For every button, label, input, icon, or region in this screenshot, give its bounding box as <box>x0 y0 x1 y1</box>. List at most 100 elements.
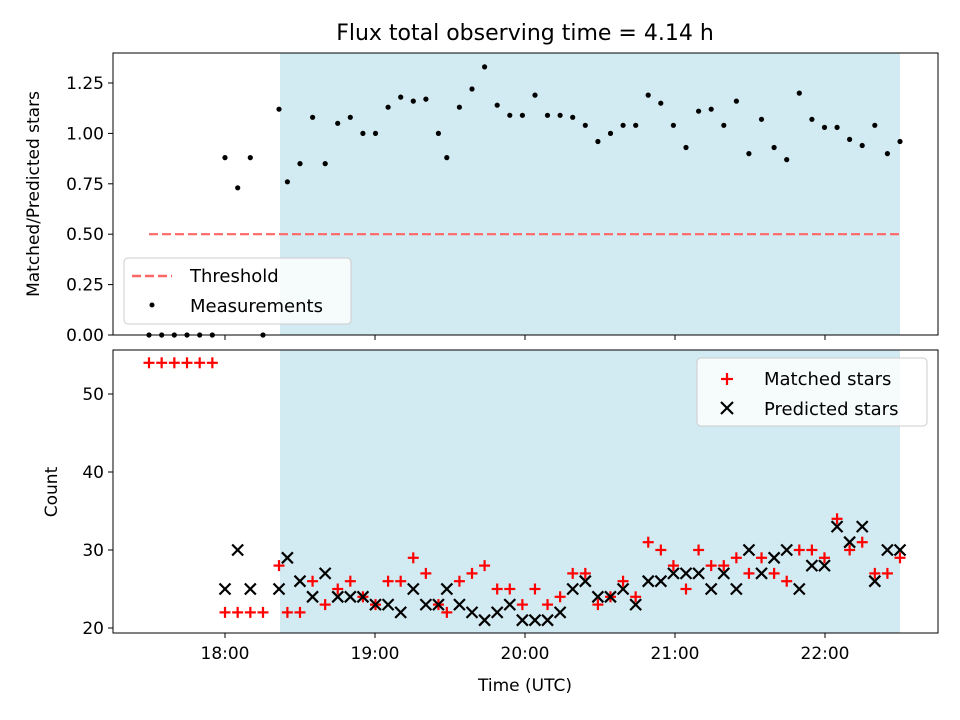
measurement-point <box>897 138 903 145</box>
matched-star-marker <box>294 606 306 618</box>
predicted-star-marker <box>767 551 781 565</box>
ratio-y-axis-label: Matched/Predicted stars <box>24 91 44 297</box>
ratio-axes: 0.00 0.25 0.50 0.75 1.00 1.25 <box>66 74 826 346</box>
matched-star-marker <box>395 575 407 587</box>
measurement-point <box>469 86 475 92</box>
predicted-star-marker <box>780 543 793 557</box>
matched-star-marker <box>693 544 705 556</box>
predicted-star-marker <box>604 590 617 604</box>
count-plot-frame <box>112 349 939 634</box>
matched-star-marker <box>206 357 218 369</box>
x-axis-label: Time (UTC) <box>477 676 572 696</box>
x-tick-label: 20:00 <box>501 644 550 664</box>
measurement-point <box>544 112 551 118</box>
matched-star-marker <box>420 567 432 579</box>
measurement-point <box>607 130 614 136</box>
measurement-point <box>733 98 740 104</box>
measurement-point <box>235 185 241 191</box>
measurement-point <box>670 122 677 128</box>
matched-star-marker <box>818 552 830 564</box>
ratio-panel: 0.00 0.25 0.50 0.75 1.00 1.25 Matched/Predict… <box>24 52 939 346</box>
measurement-point <box>482 64 488 70</box>
count-y-tick-label: 50 <box>82 385 104 405</box>
predicted-star-marker <box>692 567 705 580</box>
count-axes: 20 30 40 50 18:00 19:00 20:00 21:00 22:00 <box>82 385 849 664</box>
matched-star-marker <box>881 567 893 579</box>
measurement-point <box>884 151 891 157</box>
matched-star-marker <box>730 552 742 564</box>
matched-star-marker <box>806 544 818 556</box>
predicted-star-marker <box>893 543 907 557</box>
predicted-star-marker <box>579 574 592 588</box>
matched-star-marker <box>667 560 679 572</box>
matched-star-marker <box>869 567 881 579</box>
matched-star-marker <box>244 606 256 618</box>
measurement-point <box>645 92 651 98</box>
predicted-star-marker <box>641 574 655 588</box>
measurement-point <box>247 155 253 161</box>
predicted-star-marker <box>793 582 806 596</box>
ratio-legend: Threshold Measurements <box>123 257 352 325</box>
legend-matched-swatch <box>721 373 733 385</box>
count-legend: Matched stars Predicted stars <box>696 357 928 427</box>
predicted-star-marker <box>281 551 294 565</box>
matched-star-marker <box>441 606 453 618</box>
predicted-star-marker <box>432 598 445 611</box>
matched-star-marker <box>894 552 906 564</box>
measurement-point <box>507 112 513 118</box>
matched-star-marker <box>344 575 356 587</box>
measurement-point <box>595 138 601 145</box>
legend-measurements-label: Measurements <box>190 296 323 317</box>
predicted-star-marker <box>616 582 630 596</box>
predicted-star-marker <box>478 613 491 627</box>
measurement-point <box>360 130 366 136</box>
predicted-star-marker <box>331 590 345 604</box>
measurement-point <box>284 179 290 185</box>
measurement-point <box>444 155 450 161</box>
predicted-star-marker <box>629 598 642 611</box>
x-tick-label: 21:00 <box>651 644 700 664</box>
measurement-point <box>222 155 228 161</box>
predicted-star-marker <box>231 543 244 557</box>
measurement-point <box>398 94 404 100</box>
matched-star-marker <box>542 599 554 611</box>
predicted-star-marker <box>805 559 819 572</box>
matched-star-marker <box>529 583 541 595</box>
predicted-star-marker <box>868 574 882 588</box>
measurement-point <box>410 98 416 104</box>
ratio-legend-box <box>123 257 352 325</box>
measurement-point <box>276 106 282 112</box>
matched-star-marker <box>407 552 419 564</box>
measurement-point <box>633 122 639 128</box>
matched-star-marker <box>592 599 604 611</box>
count-legend-box <box>696 357 928 427</box>
predicted-star-marker <box>503 598 517 611</box>
measurement-point <box>532 92 538 98</box>
predicted-star-marker <box>218 582 232 596</box>
measurement-point <box>796 90 802 96</box>
matched-star-marker <box>232 606 244 618</box>
matched-star-marker <box>680 583 692 595</box>
predicted-star-marker <box>318 567 332 580</box>
predicted-star-marker <box>591 590 605 604</box>
predicted-star-marker <box>344 590 357 604</box>
measurement-point <box>872 122 878 128</box>
measurement-point <box>847 136 853 142</box>
ratio-plot-frame <box>112 52 939 336</box>
measurement-point <box>557 112 563 118</box>
measurement-point <box>771 144 777 151</box>
matched-star-marker <box>307 575 319 587</box>
matched-star-marker <box>257 606 269 618</box>
predicted-star-marker <box>272 582 286 596</box>
measurement-point <box>297 161 303 167</box>
count-y-tick-label: 30 <box>82 541 104 561</box>
measurement-point <box>683 144 689 151</box>
predicted-star-marker <box>381 598 395 611</box>
measurement-point <box>809 116 815 122</box>
predicted-star-markers <box>218 520 907 627</box>
x-tick-label: 19:00 <box>351 644 400 664</box>
measurement-point <box>435 130 441 136</box>
predicted-star-marker <box>730 582 743 596</box>
predicted-star-marker <box>528 613 542 627</box>
